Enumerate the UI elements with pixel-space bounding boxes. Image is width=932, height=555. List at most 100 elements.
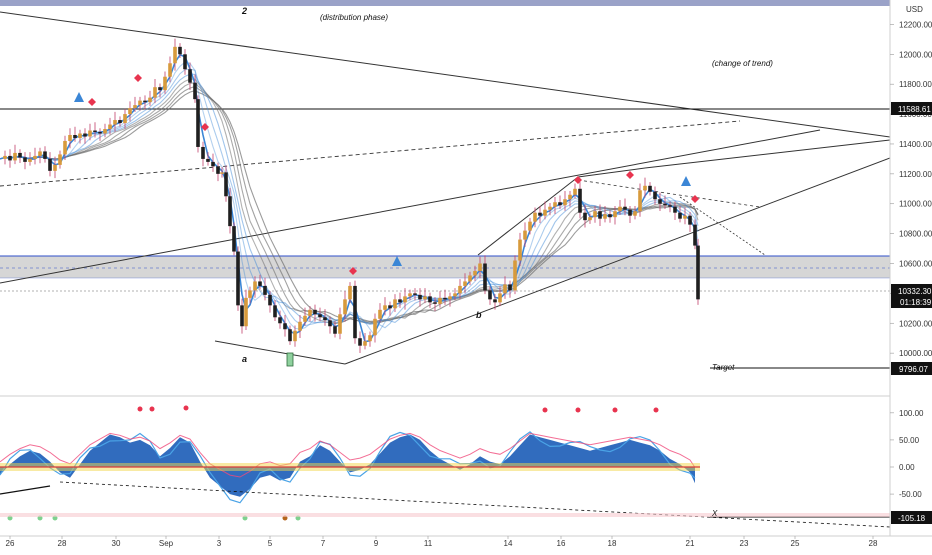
a-box-icon [286,352,294,367]
candle-body [643,185,647,191]
candle-body [518,239,522,261]
candle-body [673,206,677,213]
osc-tick-label: 100.00 [899,409,924,418]
price-tick-label: 11200.00 [899,170,932,179]
time-tick-label: 21 [686,539,695,548]
time-tick-label: 7 [321,539,326,548]
sell-diamond-icon [691,195,699,203]
candle-body [78,133,82,138]
candle-body [378,309,382,319]
candle-body [488,290,492,300]
candle-body [153,87,157,98]
candle-body [232,226,236,252]
candle-body [68,134,72,141]
candle-body [503,284,507,294]
signal-markers [74,74,699,367]
candle-body [88,130,92,137]
osc-tick-label: 0.00 [899,463,915,472]
osc-dot-icon [542,407,548,413]
candle-body [293,330,297,342]
time-tick-label: 3 [217,539,222,548]
candle-body [463,281,467,286]
candle-body [201,146,205,159]
candle-body [663,203,667,206]
candle-body [553,202,557,207]
candle-body [13,152,17,161]
candle-body [18,152,22,158]
rising-wedge-top [0,129,821,284]
candle-body [253,281,257,291]
candle-body [211,161,215,167]
candle-body [28,158,32,162]
candle-body [118,120,122,124]
time-tick-label: 26 [6,539,15,548]
target-badge-text: 9796.07 [899,365,928,374]
price-axis[interactable] [890,0,932,550]
top-line [577,167,646,178]
time-tick-label: 28 [58,539,67,548]
candle-body [583,212,587,221]
candle-body [613,211,617,218]
candle-body [288,329,292,342]
candle-body [98,132,102,134]
osc-dot-icon [653,407,659,413]
candle-body [428,296,432,303]
candle-body [228,196,232,227]
candle-body [373,318,377,336]
candle-body [693,224,697,246]
resistance-badge-text: 11588.61 [898,105,931,114]
candle-body [398,299,402,303]
candle-body [603,214,607,219]
candle-body [688,215,692,225]
candle-body [263,285,267,295]
sell-diamond-icon [349,267,357,275]
candle-body [383,305,387,310]
time-axis[interactable]: 26 28 30 Sep 3 5 7 9 11 14 16 18 21 23 25 28 [6,536,878,548]
top-band [0,0,890,6]
candle-body [423,296,427,300]
candle-body [163,76,167,91]
candle-body [558,202,562,206]
target-badge [891,362,932,375]
b-to-top-line [477,176,579,256]
sell-diamond-icon [626,171,634,179]
candle-body [593,211,597,218]
candle-body [3,155,7,159]
candle-body [58,154,62,165]
candle-body [333,326,337,334]
candle-body [528,221,532,231]
candle-body [418,294,422,300]
resistance-badge [891,102,932,115]
candle-body [523,230,527,240]
candle-body [224,172,228,197]
distribution-label: (distribution phase) [320,13,388,22]
candle-body [188,69,192,83]
sell-diamond-icon [574,176,582,184]
wave-b-label: b [476,310,482,320]
candle-body [83,133,87,137]
candle-body [696,245,700,300]
candle-body [443,297,447,300]
osc-badge [891,511,932,524]
candle-body [473,270,477,276]
candle-body [303,315,307,322]
candle-body [513,260,517,291]
candle-body [48,158,52,171]
candle-body [358,338,362,346]
time-tick-label: 9 [374,539,379,548]
candle-body [573,188,577,195]
upper-channel [644,139,891,169]
candle-body [43,151,47,159]
time-tick-label: 28 [869,539,878,548]
time-tick-label: 16 [557,539,566,548]
candle-body [403,296,407,303]
candle-body [103,129,107,134]
candle-body [408,293,412,297]
candle-body [278,317,282,324]
candle-body [178,46,182,55]
candle-body [638,190,642,212]
last-price-badge [891,284,932,308]
candle-body [328,320,332,327]
